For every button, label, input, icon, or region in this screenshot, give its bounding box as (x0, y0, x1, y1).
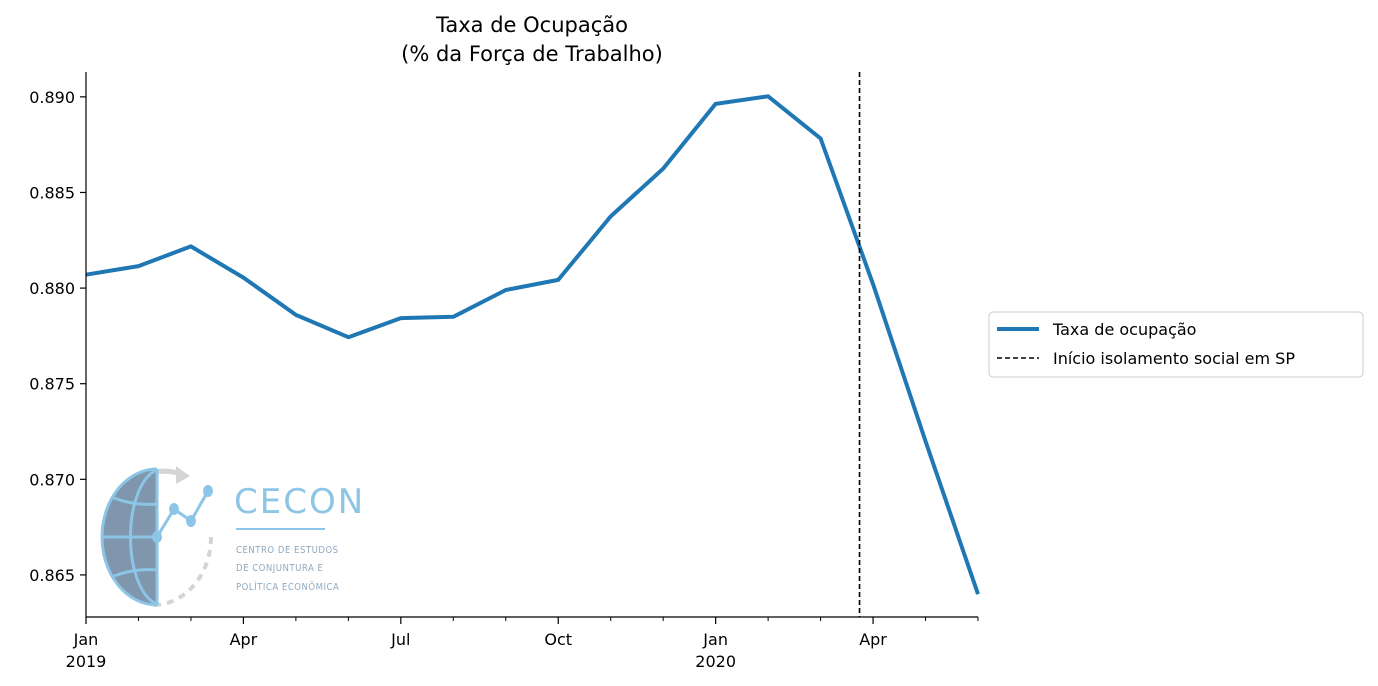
logo-title: CECON (234, 482, 365, 522)
plot-area (85, 72, 980, 617)
y-tick-label: 0.865 (29, 566, 75, 585)
chart-title-line1: Taxa de Ocupação (435, 13, 628, 37)
logo-subtitle-line3: POLÍTICA ECONÔMICA (236, 581, 339, 593)
x-tick-year-label: 2019 (66, 652, 107, 671)
chart-title-line2: (% da Força de Trabalho) (401, 42, 663, 66)
y-tick-label: 0.875 (29, 375, 75, 394)
legend-box (988, 311, 1364, 378)
x-tick-label: Jan (73, 630, 99, 649)
logo-subtitle-line1: CENTRO DE ESTUDOS (236, 545, 339, 556)
legend-label-vline: Início isolamento social em SP (1053, 349, 1295, 368)
legend-label-series: Taxa de ocupação (1052, 320, 1196, 339)
y-tick-label: 0.885 (29, 183, 75, 202)
logo-trend-dots-icon (152, 485, 213, 543)
y-tick-label: 0.880 (29, 279, 75, 298)
y-tick-label: 0.890 (29, 88, 75, 107)
cecon-logo: CECON CENTRO DE ESTUDOS DE CONJUNTURA E … (100, 466, 365, 608)
legend: Taxa de ocupação Início isolamento social… (988, 311, 1364, 378)
logo-dashed-arc-icon (149, 536, 214, 608)
x-tick-label: Apr (859, 630, 887, 649)
logo-arrow-head-icon (176, 466, 190, 484)
x-tick-label: Jan (702, 630, 728, 649)
logo-trend-icon (155, 490, 210, 538)
y-tick-label: 0.870 (29, 470, 75, 489)
chart-title: Taxa de Ocupação (% da Força de Trabalho… (401, 13, 663, 66)
x-tick-label: Jul (390, 630, 410, 649)
series-line-0 (85, 94, 980, 595)
x-tick-label: Apr (230, 630, 258, 649)
x-tick-year-label: 2020 (695, 652, 736, 671)
axes: 0.865 0.870 0.875 0.880 0.885 0.890 Jan 2019 Apr… (29, 72, 979, 671)
x-tick-label: Oct (544, 630, 572, 649)
logo-subtitle-line2: DE CONJUNTURA E (236, 563, 323, 574)
